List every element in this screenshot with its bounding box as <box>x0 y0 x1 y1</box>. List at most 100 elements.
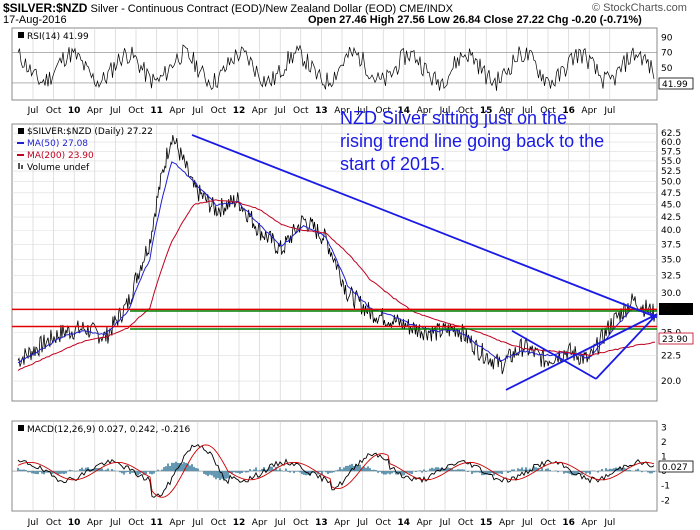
price-legend: $SILVER:$NZD (Daily) 27.22 MA(50) 27.08 … <box>17 127 153 173</box>
x-tick-label-mid: Jul <box>274 106 286 116</box>
x-tick-label-bottom: Oct <box>540 518 556 528</box>
x-tick-label-mid: Apr <box>417 106 433 116</box>
macd-tick-label: -1 <box>661 482 670 492</box>
x-tick-label-mid: 12 <box>233 106 246 116</box>
x-tick-label-bottom: 11 <box>150 518 163 528</box>
x-tick-label-bottom: Apr <box>87 518 103 528</box>
macd-current-value: 0.027 <box>662 463 688 473</box>
macd-tick-label: 1 <box>661 453 667 463</box>
x-tick-label-bottom: Jul <box>191 518 203 528</box>
chart-header-line1: $SILVER:$NZD Silver - Continuous Contrac… <box>3 1 453 15</box>
x-tick-label-mid: Oct <box>128 106 144 116</box>
x-tick-label-mid: Oct <box>375 106 391 116</box>
ma200-value: 23.90 <box>662 335 688 345</box>
x-tick-label-bottom: Jul <box>109 518 121 528</box>
x-tick-label-bottom: Oct <box>128 518 144 528</box>
rsi-current-badge: 41.99 <box>658 77 694 90</box>
price-tick-label: 45.0 <box>661 201 681 211</box>
macd-tick-label: 2 <box>661 438 667 448</box>
rsi-line <box>17 44 655 91</box>
x-tick-label-bottom: 16 <box>562 518 575 528</box>
rsi-label: RSI(14) 41.99 <box>27 32 89 42</box>
x-tick-label-bottom: Oct <box>458 518 474 528</box>
x-tick-label-mid: Jul <box>439 106 451 116</box>
x-tick-label-mid: Jul <box>356 106 368 116</box>
macd-current-badge: 0.027 <box>658 460 694 473</box>
x-tick-label-mid: Apr <box>169 106 185 116</box>
axis-labels: Jul Jul Oct Oct 10 10 Apr Apr Jul Jul Oct Oct 11 11 Ap… <box>27 34 682 528</box>
price-tick-label: 37.5 <box>661 240 681 250</box>
x-tick-label-bottom: 12 <box>233 518 246 528</box>
ma200-line <box>17 199 655 371</box>
x-tick-label-bottom: 10 <box>68 518 81 528</box>
x-tick-label-mid: Apr <box>252 106 268 116</box>
x-tick-label-mid: Oct <box>458 106 474 116</box>
x-tick-label-bottom: Jul <box>603 518 615 528</box>
x-tick-label-mid: Jul <box>603 106 615 116</box>
x-tick-label-bottom: Jul <box>274 518 286 528</box>
x-tick-label-bottom: Oct <box>211 518 227 528</box>
rsi-tick-label: 90 <box>661 34 673 44</box>
x-tick-label-mid: Apr <box>581 106 597 116</box>
x-tick-label-mid: Jul <box>191 106 203 116</box>
x-tick-label-bottom: 15 <box>480 518 493 528</box>
ma50-line <box>17 161 656 364</box>
x-tick-label-bottom: Apr <box>334 518 350 528</box>
price-tick-label: 47.5 <box>661 189 681 199</box>
downtrend-line <box>191 134 658 319</box>
x-tick-label-bottom: Jul <box>27 518 39 528</box>
price-panel <box>11 123 658 402</box>
x-tick-label-bottom: Apr <box>581 518 597 528</box>
price-tick-label: 52.5 <box>661 167 681 177</box>
macd-tick-label: 3 <box>661 423 667 433</box>
annotation-line-2: rising trend line going back to the <box>340 131 604 151</box>
legend-main: $SILVER:$NZD (Daily) 27.22 <box>27 127 153 137</box>
price-tick-label: 22.5 <box>661 351 681 361</box>
annotation-line-1: NZD Silver sitting just on the <box>340 108 567 128</box>
annotation-line-3: start of 2015. <box>340 154 445 174</box>
macd-legend: MACD(12,26,9) 0.027, 0.242, -0.216 <box>18 425 190 435</box>
x-tick-label-bottom: Oct <box>375 518 391 528</box>
x-tick-label-bottom: 14 <box>398 518 411 528</box>
macd-panel <box>11 420 658 512</box>
x-tick-label-mid: 15 <box>480 106 493 116</box>
macd-signal-line <box>17 444 655 498</box>
rsi-tick-label: 70 <box>661 49 673 59</box>
price-tick-label: 30.0 <box>661 289 681 299</box>
x-tick-label-bottom: Oct <box>293 518 309 528</box>
price-tick-label: 35.0 <box>661 255 681 265</box>
rising-trendline <box>505 313 658 391</box>
macd-series <box>17 443 655 498</box>
price-tick-label: 50.0 <box>661 178 681 188</box>
price-close-badge: 27.22 <box>659 303 693 315</box>
macd-label: MACD(12,26,9) 0.027, 0.242, -0.216 <box>27 425 190 435</box>
x-tick-label-mid: Jul <box>27 106 39 116</box>
x-tick-label-mid: 10 <box>68 106 81 116</box>
rsi-series <box>17 44 655 91</box>
x-tick-label-bottom: Apr <box>417 518 433 528</box>
legend-ma200: MA(200) 23.90 <box>27 151 94 161</box>
symbol-title: $SILVER:$NZD <box>3 1 88 15</box>
channel-line-down <box>511 329 597 380</box>
price-tick-label: 20.0 <box>661 377 681 387</box>
x-tick-label-bottom: Apr <box>252 518 268 528</box>
price-line <box>17 135 656 375</box>
symbol-description: Silver - Continuous Contract (EOD)/New Z… <box>90 3 454 15</box>
macd-tick-label: -2 <box>661 496 670 506</box>
x-tick-label-bottom: Apr <box>499 518 515 528</box>
rsi-legend: RSI(14) 41.99 <box>18 32 89 42</box>
x-tick-label-mid: 13 <box>315 106 328 116</box>
price-series <box>12 134 658 391</box>
x-tick-label-bottom: Jul <box>439 518 451 528</box>
x-tick-label-bottom: Jul <box>521 518 533 528</box>
x-tick-label-bottom: Oct <box>46 518 62 528</box>
price-close-value: 27.22 <box>662 305 690 315</box>
rsi-panel <box>11 27 658 101</box>
channel-line-up <box>595 313 658 380</box>
x-tick-label-bottom: Apr <box>169 518 185 528</box>
quote-summary: Open 27.46 High 27.56 Low 26.84 Close 27… <box>308 14 642 26</box>
x-tick-label-bottom: 13 <box>315 518 328 528</box>
rsi-tick-label: 50 <box>661 64 673 74</box>
price-tick-label: 60.0 <box>661 138 681 148</box>
price-tick-label: 42.5 <box>661 213 681 223</box>
